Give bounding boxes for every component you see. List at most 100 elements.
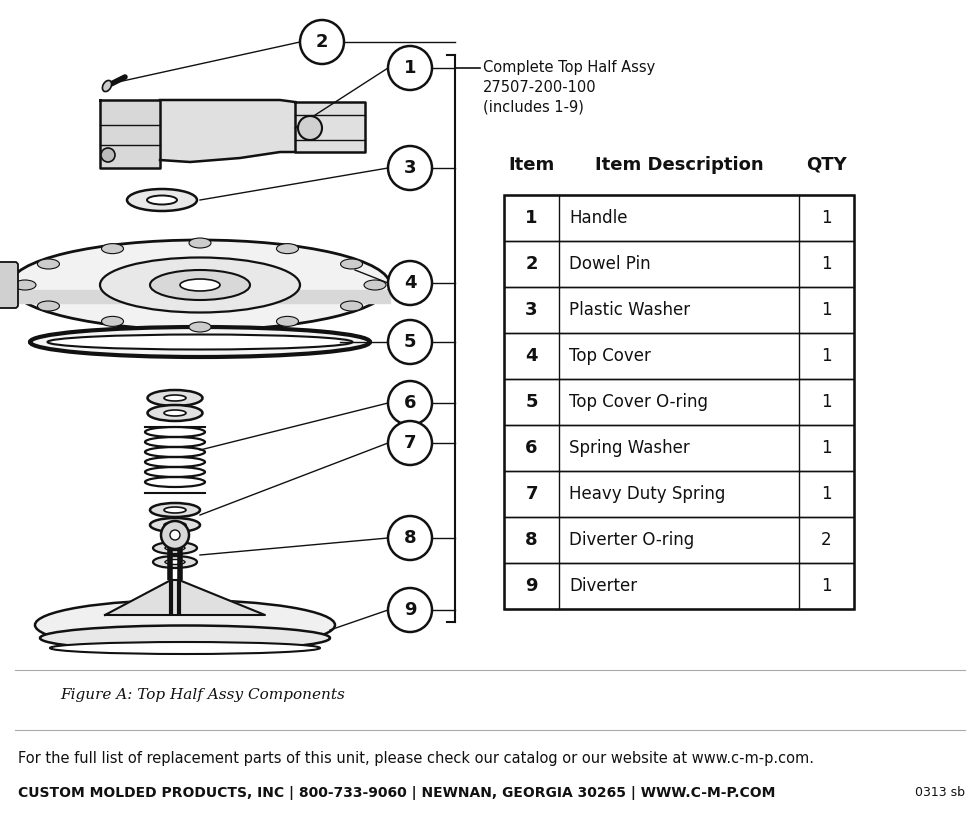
Text: Item Description: Item Description: [595, 156, 763, 174]
Bar: [504, 517, 854, 563]
Ellipse shape: [30, 327, 370, 357]
Ellipse shape: [50, 642, 320, 654]
Ellipse shape: [164, 507, 186, 513]
Ellipse shape: [165, 545, 185, 550]
Text: 5: 5: [525, 393, 538, 411]
Text: 3: 3: [404, 159, 416, 177]
Text: 1: 1: [821, 577, 832, 595]
Text: 6: 6: [525, 439, 538, 457]
Text: 2: 2: [525, 255, 538, 273]
Circle shape: [388, 46, 432, 90]
Text: 4: 4: [525, 347, 538, 365]
Text: Diverter O-ring: Diverter O-ring: [569, 531, 694, 549]
Ellipse shape: [180, 279, 220, 291]
Text: 1: 1: [525, 209, 538, 227]
Circle shape: [388, 320, 432, 364]
Ellipse shape: [189, 322, 211, 332]
Text: For the full list of replacement parts of this unit, please check our catalog or: For the full list of replacement parts o…: [18, 751, 814, 765]
Ellipse shape: [150, 270, 250, 300]
Text: QTY: QTY: [807, 156, 847, 174]
Text: 7: 7: [404, 434, 416, 452]
Text: 2: 2: [821, 531, 832, 549]
Bar: [504, 241, 854, 287]
Text: 7: 7: [525, 485, 538, 503]
Ellipse shape: [153, 542, 197, 554]
Ellipse shape: [165, 559, 185, 564]
Ellipse shape: [364, 280, 386, 290]
Ellipse shape: [150, 518, 200, 532]
Ellipse shape: [127, 189, 197, 211]
Text: 4: 4: [404, 274, 416, 292]
Text: 9: 9: [525, 577, 538, 595]
Ellipse shape: [341, 259, 363, 269]
Text: 1: 1: [821, 439, 832, 457]
Polygon shape: [100, 100, 160, 168]
Ellipse shape: [40, 625, 330, 650]
Bar: [504, 195, 854, 241]
Ellipse shape: [276, 317, 299, 326]
Ellipse shape: [189, 238, 211, 248]
Text: Plastic Washer: Plastic Washer: [569, 301, 690, 319]
Text: 8: 8: [525, 531, 538, 549]
Ellipse shape: [102, 317, 123, 326]
Ellipse shape: [276, 243, 299, 254]
FancyBboxPatch shape: [0, 262, 18, 308]
Ellipse shape: [35, 600, 335, 650]
Ellipse shape: [103, 81, 112, 91]
Text: 1: 1: [821, 393, 832, 411]
Polygon shape: [105, 580, 265, 615]
Text: Item: Item: [509, 156, 555, 174]
Circle shape: [388, 516, 432, 560]
Ellipse shape: [37, 259, 60, 269]
Text: Top Cover: Top Cover: [569, 347, 651, 365]
Text: Heavy Duty Spring: Heavy Duty Spring: [569, 485, 725, 503]
Circle shape: [388, 261, 432, 305]
Ellipse shape: [47, 335, 353, 349]
Text: Diverter: Diverter: [569, 577, 637, 595]
Ellipse shape: [102, 243, 123, 254]
Text: 1: 1: [821, 347, 832, 365]
Circle shape: [298, 116, 322, 140]
Ellipse shape: [148, 405, 203, 421]
Bar: [504, 287, 854, 333]
Text: 2: 2: [316, 33, 328, 51]
Text: 0313 sb: 0313 sb: [915, 786, 965, 799]
Text: CUSTOM MOLDED PRODUCTS, INC | 800-733-9060 | NEWNAN, GEORGIA 30265 | WWW.C-M-P.C: CUSTOM MOLDED PRODUCTS, INC | 800-733-90…: [18, 786, 775, 800]
Text: 5: 5: [404, 333, 416, 351]
Circle shape: [161, 521, 189, 549]
Text: Spring Washer: Spring Washer: [569, 439, 690, 457]
Text: 1: 1: [404, 59, 416, 77]
Ellipse shape: [147, 195, 177, 204]
Text: 8: 8: [404, 529, 416, 547]
Text: 3: 3: [525, 301, 538, 319]
Circle shape: [101, 148, 115, 162]
Ellipse shape: [150, 503, 200, 517]
Circle shape: [300, 20, 344, 64]
Circle shape: [388, 421, 432, 465]
Bar: [504, 471, 854, 517]
Circle shape: [388, 146, 432, 190]
Bar: [504, 379, 854, 425]
Text: 9: 9: [404, 601, 416, 619]
Text: 1: 1: [821, 209, 832, 227]
Bar: [504, 333, 854, 379]
Text: Complete Top Half Assy
27507-200-100
(includes 1-9): Complete Top Half Assy 27507-200-100 (in…: [483, 60, 656, 115]
Bar: [504, 195, 854, 609]
Ellipse shape: [100, 257, 300, 313]
Bar: [504, 425, 854, 471]
Ellipse shape: [164, 410, 186, 416]
Polygon shape: [295, 102, 365, 152]
Ellipse shape: [10, 240, 390, 330]
Ellipse shape: [341, 301, 363, 311]
Text: 1: 1: [821, 301, 832, 319]
Ellipse shape: [164, 522, 186, 528]
Text: Top Cover O-ring: Top Cover O-ring: [569, 393, 708, 411]
Circle shape: [170, 530, 180, 540]
Ellipse shape: [148, 390, 203, 406]
Bar: [504, 563, 854, 609]
Text: 6: 6: [404, 394, 416, 412]
Text: 1: 1: [821, 485, 832, 503]
Ellipse shape: [37, 301, 60, 311]
Circle shape: [388, 588, 432, 632]
Ellipse shape: [164, 395, 186, 401]
